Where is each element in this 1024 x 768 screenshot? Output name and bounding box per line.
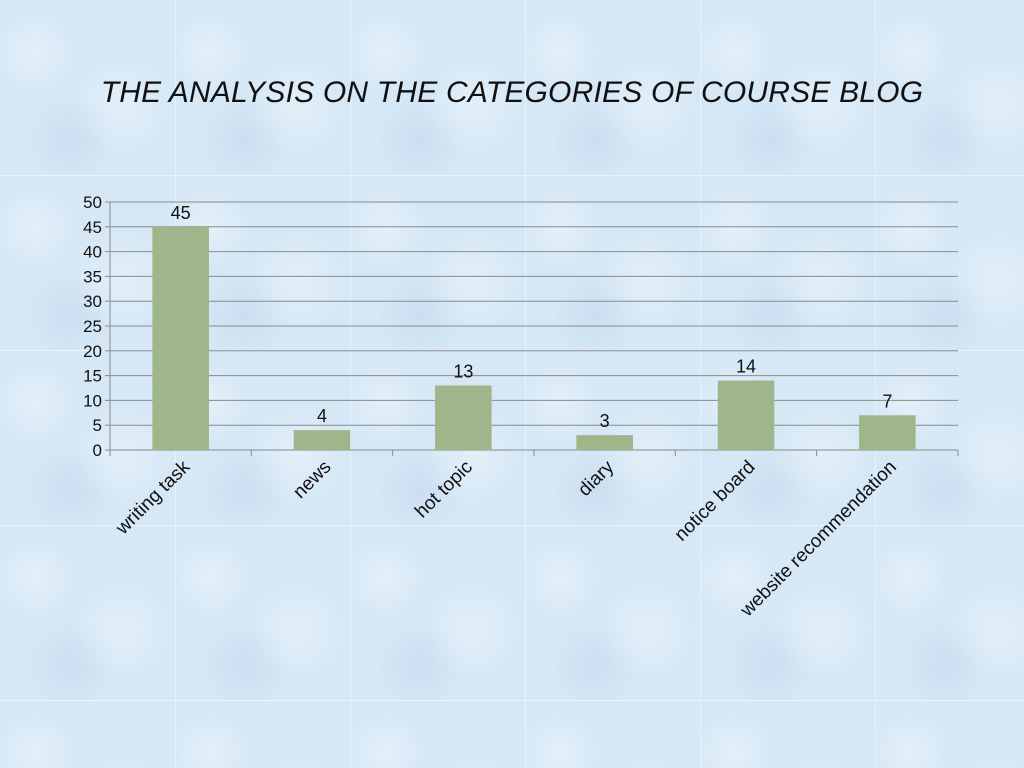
axes: 0 5 10 15 20 25 30 35 40 45 50 <box>83 193 959 460</box>
y-tick-label: 50 <box>83 193 102 212</box>
bar <box>576 435 633 450</box>
bars <box>152 226 916 450</box>
data-label: 7 <box>882 391 892 411</box>
y-tick-label: 35 <box>83 267 102 286</box>
y-tick-label: 15 <box>83 367 102 386</box>
x-tick-label: website recommendation <box>736 457 901 622</box>
bar <box>152 226 209 450</box>
x-tick-label: news <box>289 457 335 503</box>
grid-lines <box>110 201 958 426</box>
bar <box>293 430 351 450</box>
y-tick-label: 30 <box>83 292 102 311</box>
bar <box>717 380 775 450</box>
y-tick-label: 10 <box>83 391 102 410</box>
data-label: 4 <box>317 406 327 426</box>
y-tick-label: 0 <box>93 441 102 460</box>
chart-title: THE ANALYSIS ON THE CATEGORIES OF COURSE… <box>100 76 924 109</box>
x-tick-label: diary <box>574 456 618 500</box>
y-tick-label: 25 <box>83 317 102 336</box>
y-tick-label: 5 <box>93 416 102 435</box>
bar <box>435 385 492 450</box>
data-label: 14 <box>736 357 756 377</box>
x-tick-label: writing task <box>111 456 194 539</box>
category-labels: writing task news hot topic diary notice boa… <box>111 456 900 621</box>
bar <box>859 415 916 450</box>
y-tick-label: 40 <box>83 243 102 262</box>
x-tick-label: notice board <box>671 457 760 546</box>
y-tick-label: 45 <box>83 218 102 237</box>
data-labels: 45 4 13 3 14 7 <box>171 203 893 431</box>
x-tick-label: hot topic <box>411 457 477 523</box>
data-label: 45 <box>171 203 191 223</box>
y-tick-label: 20 <box>83 342 102 361</box>
data-label: 13 <box>453 362 473 382</box>
data-label: 3 <box>600 411 610 431</box>
